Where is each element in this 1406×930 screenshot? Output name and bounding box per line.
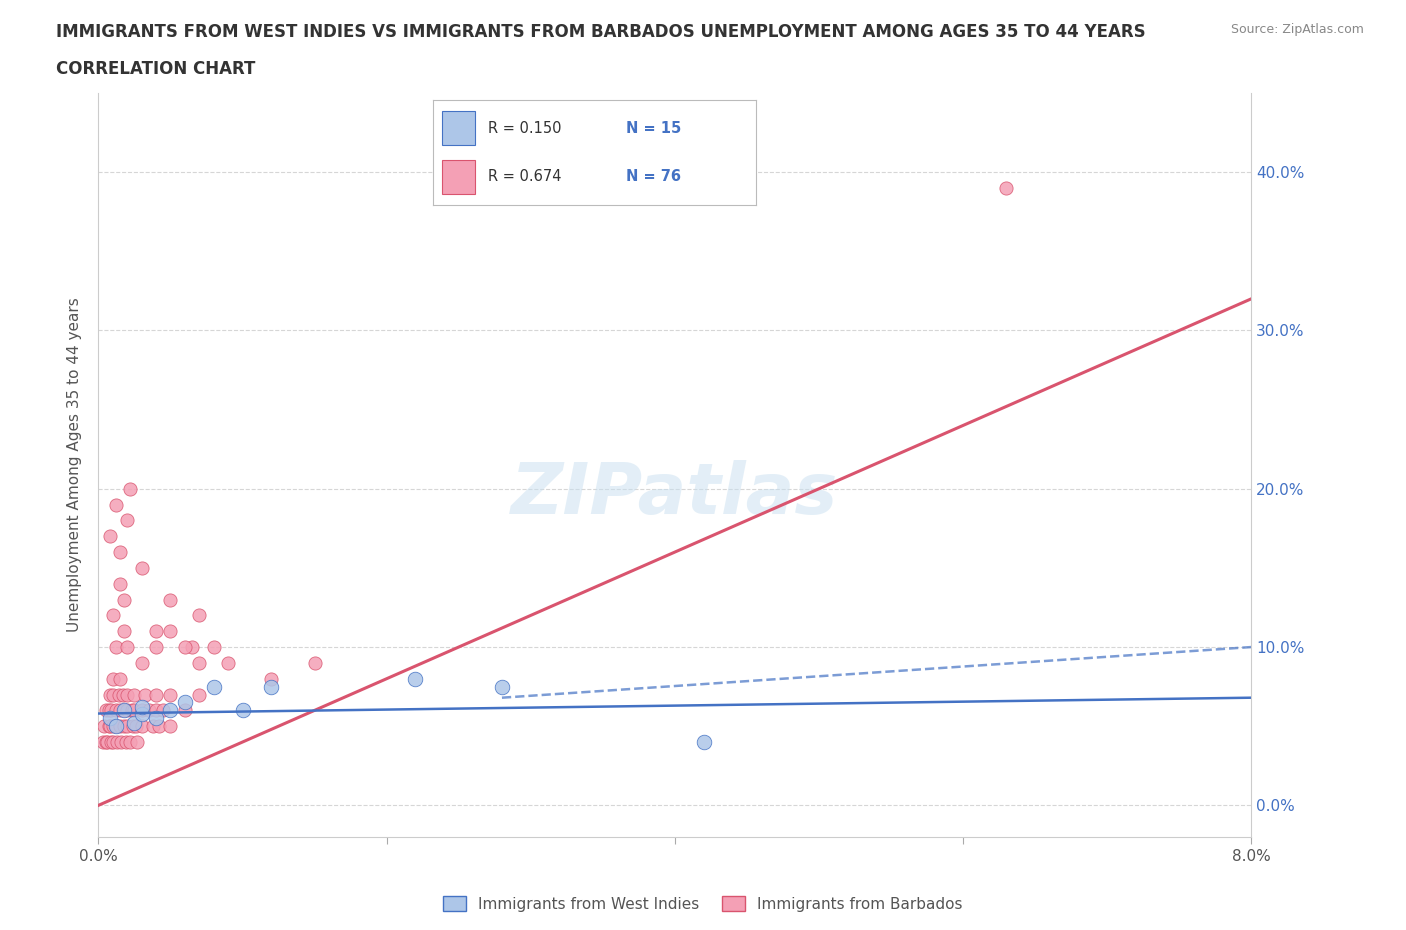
Point [260, 679, 283, 694]
Point [131, 699, 153, 714]
Point [112, 592, 135, 607]
Legend: Immigrants from West Indies, Immigrants from Barbados: Immigrants from West Indies, Immigrants … [437, 889, 969, 918]
Point [110, 735, 132, 750]
Point [159, 592, 181, 607]
Point [98, 687, 121, 702]
Y-axis label: Unemployment Among Ages 35 to 44 years: Unemployment Among Ages 35 to 44 years [67, 298, 83, 632]
Point [131, 706, 153, 721]
Point [97, 703, 120, 718]
Point [104, 719, 127, 734]
Text: IMMIGRANTS FROM WEST INDIES VS IMMIGRANTS FROM BARBADOS UNEMPLOYMENT AMONG AGES : IMMIGRANTS FROM WEST INDIES VS IMMIGRANT… [56, 23, 1146, 41]
Point [112, 719, 135, 734]
Point [693, 735, 716, 750]
Point [202, 640, 225, 655]
Point [134, 687, 156, 702]
Point [159, 719, 181, 734]
Point [125, 719, 148, 734]
Point [131, 561, 153, 576]
Point [124, 687, 146, 702]
Point [188, 687, 211, 702]
Point [405, 671, 427, 686]
Point [122, 719, 145, 734]
Point [112, 703, 135, 718]
Point [148, 719, 170, 734]
Point [117, 513, 139, 528]
Point [159, 624, 181, 639]
Point [159, 703, 181, 718]
Point [127, 735, 149, 750]
Point [117, 703, 139, 718]
Point [105, 735, 128, 750]
Point [231, 703, 254, 718]
Point [121, 703, 143, 718]
Point [145, 711, 167, 725]
Point [188, 608, 211, 623]
Point [117, 640, 139, 655]
Point [104, 719, 127, 734]
Point [124, 703, 146, 718]
Point [108, 719, 131, 734]
Point [108, 703, 131, 718]
Text: CORRELATION CHART: CORRELATION CHART [56, 60, 256, 78]
Point [104, 640, 127, 655]
Point [120, 482, 142, 497]
Point [100, 703, 122, 718]
Point [491, 679, 513, 694]
Point [96, 735, 118, 750]
Point [108, 671, 131, 686]
Point [107, 687, 129, 702]
Point [97, 719, 120, 734]
Point [98, 711, 121, 725]
Point [101, 608, 124, 623]
Point [181, 640, 204, 655]
Point [124, 715, 146, 730]
Point [98, 719, 121, 734]
Point [152, 703, 174, 718]
Point [112, 703, 135, 718]
Point [94, 703, 117, 718]
Point [91, 735, 114, 750]
Point [142, 719, 165, 734]
Point [108, 577, 131, 591]
Point [174, 640, 197, 655]
Point [104, 703, 127, 718]
Point [131, 703, 153, 718]
Point [104, 498, 127, 512]
Point [117, 687, 139, 702]
Point [108, 545, 131, 560]
Point [188, 656, 211, 671]
Point [217, 656, 239, 671]
Point [101, 719, 124, 734]
Point [131, 656, 153, 671]
Point [145, 624, 167, 639]
Point [138, 703, 160, 718]
Point [101, 735, 124, 750]
Point [145, 687, 167, 702]
Point [117, 719, 139, 734]
Point [94, 735, 117, 750]
Point [174, 703, 197, 718]
Point [120, 735, 142, 750]
Point [131, 719, 153, 734]
Point [304, 656, 326, 671]
Point [114, 735, 136, 750]
Point [145, 703, 167, 718]
Point [174, 695, 197, 710]
Text: ZIPatlas: ZIPatlas [512, 460, 838, 529]
Point [202, 679, 225, 694]
Point [111, 687, 134, 702]
Point [93, 719, 115, 734]
Point [260, 671, 283, 686]
Point [145, 640, 167, 655]
Point [159, 687, 181, 702]
Point [101, 671, 124, 686]
Point [101, 687, 124, 702]
Point [98, 529, 121, 544]
Point [995, 180, 1018, 195]
Text: Source: ZipAtlas.com: Source: ZipAtlas.com [1230, 23, 1364, 36]
Point [112, 624, 135, 639]
Point [100, 735, 122, 750]
